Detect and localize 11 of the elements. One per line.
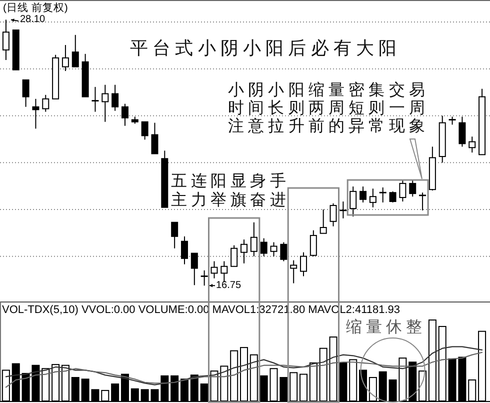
annotation: 28.10 — [20, 14, 46, 26]
annotation: 缩量休整 — [346, 317, 426, 336]
annotation: 五连阳显身手 — [171, 171, 290, 190]
annotation: 注意拉升前的异常现象 — [228, 116, 429, 135]
title: VOL-TDX(5,10) VVOL:0.00 VOLUME:0.00 MAVOL1:32721.80 MAVOL2:41181.93 — [2, 304, 400, 316]
annotation: 小阴小阳缩量密集交易 — [228, 80, 429, 99]
annotation: 16.75 — [216, 280, 242, 292]
annotation: 时间长则两周短则一周 — [228, 98, 429, 117]
annotation: 平台式小阴小阳后必有大阳 — [130, 38, 402, 59]
title: (日线 前复权) — [3, 2, 68, 14]
annotation: 主力举旗奋进 — [171, 190, 290, 209]
